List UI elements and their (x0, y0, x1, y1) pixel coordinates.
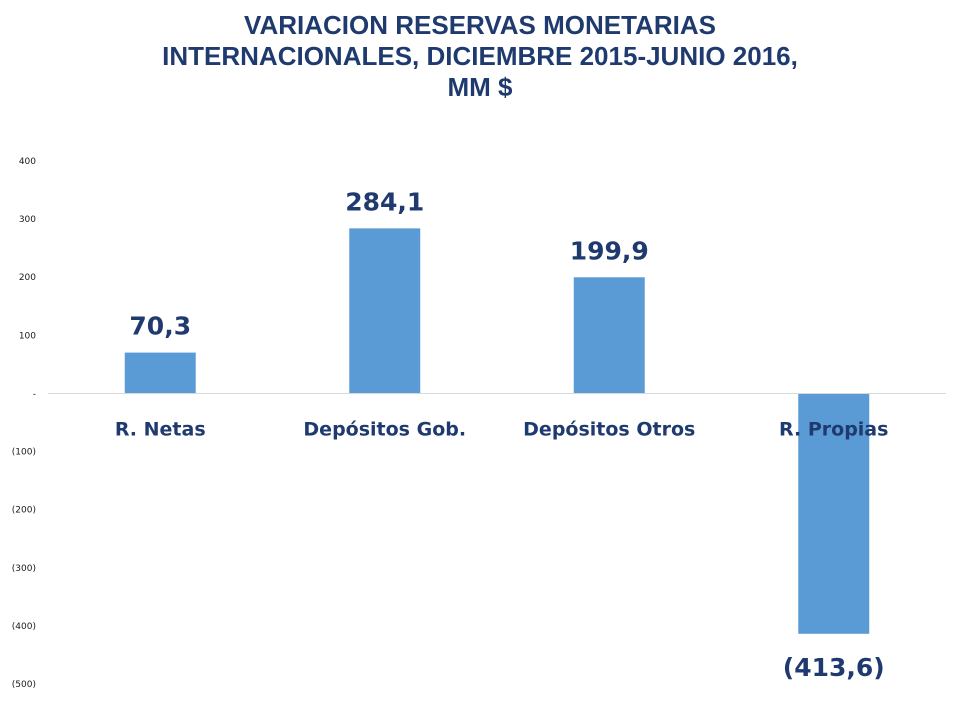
category-labels: R. Netas Depósitos Gob. Depósitos Otros R. … (115, 418, 889, 440)
y-tick-label: - (33, 389, 36, 399)
y-tick-label: (100) (12, 448, 36, 458)
chart-title-line-2: INTERNACIONALES, DICIEMBRE 2015-JUNIO 20… (162, 41, 798, 71)
y-tick-label: 300 (19, 215, 36, 225)
chart-title: VARIACION RESERVAS MONETARIAS INTERNACIO… (40, 10, 920, 103)
bar (349, 228, 421, 394)
y-tick-label: 100 (19, 331, 36, 341)
y-axis-tick-labels: 400 300 200 100 - (100) (200) (300) (400) (500) (12, 157, 36, 690)
data-labels: 70,3 284,1 199,9 (413,6) (129, 187, 884, 681)
y-tick-label: (400) (12, 622, 36, 632)
category-label: Depósitos Otros (523, 418, 695, 440)
y-tick-label: (500) (12, 680, 36, 690)
category-label: R. Propias (779, 418, 888, 440)
y-tick-label: (200) (12, 506, 36, 516)
y-tick-label: (300) (12, 564, 36, 574)
category-label: R. Netas (115, 418, 206, 440)
data-label: 70,3 (129, 312, 191, 341)
y-tick-label: 200 (19, 273, 36, 283)
bar (573, 277, 645, 394)
bar (124, 352, 196, 394)
chart-title-line-3: MM $ (447, 72, 513, 102)
data-label: 199,9 (570, 236, 649, 265)
bar (798, 393, 870, 634)
category-label: Depósitos Gob. (303, 418, 466, 440)
chart-title-line-1: VARIACION RESERVAS MONETARIAS (244, 10, 716, 40)
data-label: (413,6) (783, 653, 885, 682)
y-tick-label: 400 (19, 157, 36, 167)
bars (124, 228, 870, 634)
data-label: 284,1 (345, 187, 424, 216)
